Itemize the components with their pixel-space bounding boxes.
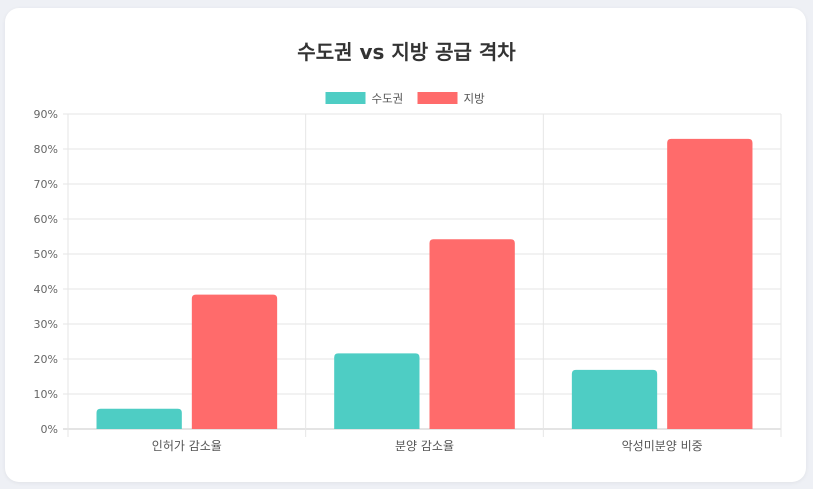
y-tick-label: 10%	[34, 388, 58, 401]
y-tick-label: 60%	[34, 213, 58, 226]
legend-swatch	[417, 92, 458, 104]
bar-regional	[429, 239, 515, 429]
grid-lines	[63, 113, 782, 437]
y-tick-label: 40%	[34, 283, 58, 296]
y-tick-label: 70%	[34, 178, 58, 191]
y-tick-label: 80%	[34, 143, 58, 156]
chart-title: 수도권 vs 지방 공급 격차	[297, 40, 516, 64]
y-tick-label: 20%	[34, 353, 58, 366]
legend-swatch	[325, 92, 366, 104]
y-axis: 0% 10% 20% 30% 40% 50% 60% 70% 80% 90%	[34, 108, 58, 436]
bar-capital	[334, 353, 420, 429]
x-tick-label: 분양 감소율	[395, 439, 454, 453]
legend-label: 지방	[464, 92, 486, 106]
y-tick-label: 90%	[34, 108, 58, 121]
y-tick-label: 30%	[34, 318, 58, 331]
bar-capital	[96, 408, 182, 429]
x-axis: 인허가 감소율 분양 감소율 악성미분양 비중	[152, 439, 703, 453]
bar-capital	[571, 369, 658, 429]
legend: 수도권 지방	[325, 92, 486, 106]
legend-label: 수도권	[372, 92, 404, 106]
bars	[96, 138, 753, 429]
legend-item: 수도권	[325, 92, 404, 106]
bar-regional	[667, 138, 753, 429]
y-tick-label: 0%	[41, 423, 58, 436]
bar-regional	[191, 294, 278, 429]
x-tick-label: 악성미분양 비중	[622, 439, 703, 453]
legend-item: 지방	[417, 92, 486, 106]
y-tick-label: 50%	[34, 248, 58, 261]
x-tick-label: 인허가 감소율	[152, 439, 222, 453]
